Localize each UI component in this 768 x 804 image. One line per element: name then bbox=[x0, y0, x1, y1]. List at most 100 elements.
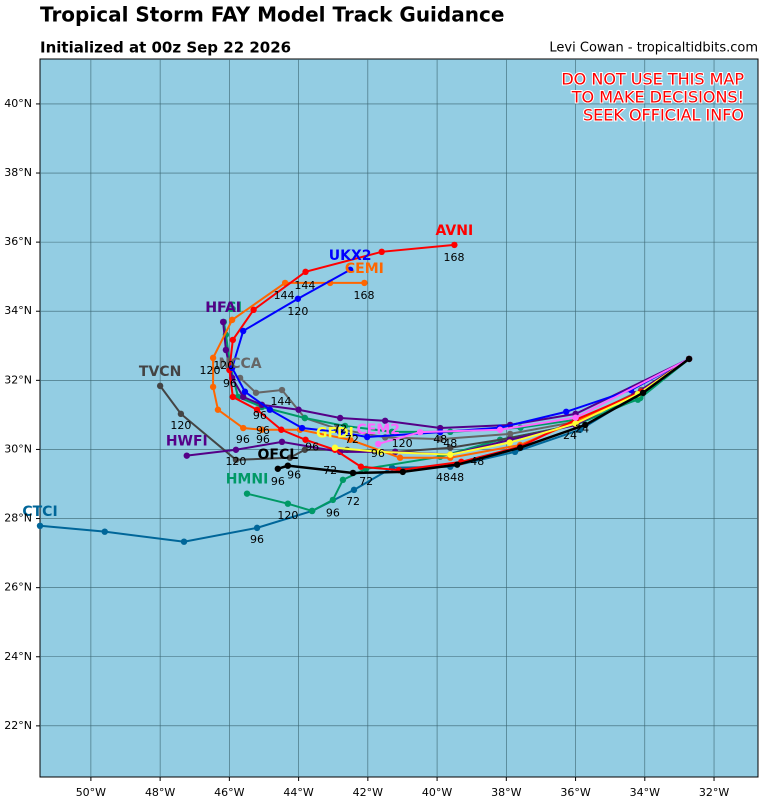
track-point bbox=[453, 461, 461, 468]
track-point bbox=[301, 414, 309, 422]
hour-label: 120 bbox=[392, 437, 413, 450]
credit: Levi Cowan - tropicaltidbits.com bbox=[549, 41, 758, 56]
track-line bbox=[231, 268, 690, 439]
track-point bbox=[639, 389, 647, 396]
track-point bbox=[496, 426, 504, 433]
hour-label: 48 bbox=[450, 471, 464, 484]
track-point bbox=[376, 448, 384, 456]
track-point bbox=[451, 241, 458, 249]
track-point bbox=[183, 452, 190, 459]
warning: SEEK OFFICIAL INFO bbox=[583, 106, 744, 125]
x-tick-label: 50°W bbox=[76, 786, 106, 799]
track-point bbox=[278, 386, 286, 394]
track-point bbox=[361, 279, 368, 287]
hour-label: 24 bbox=[575, 423, 589, 436]
track-point bbox=[209, 383, 217, 391]
hour-label: 72 bbox=[323, 464, 337, 477]
y-tick-label: 24°N bbox=[4, 650, 32, 663]
track-point bbox=[240, 393, 247, 401]
hour-label: 120 bbox=[225, 455, 246, 468]
track-point bbox=[180, 538, 188, 545]
hour-label: 96 bbox=[250, 533, 264, 546]
track-point bbox=[339, 476, 347, 484]
y-tick-label: 32°N bbox=[4, 373, 32, 386]
y-tick-label: 30°N bbox=[4, 442, 32, 455]
track-line bbox=[228, 243, 690, 472]
hour-label: 144 bbox=[274, 289, 295, 302]
title: Tropical Storm FAY Model Track Guidance bbox=[40, 3, 504, 27]
track-point bbox=[298, 424, 306, 432]
map-frame bbox=[39, 58, 759, 778]
track-point bbox=[295, 406, 302, 413]
x-tick-label: 48°W bbox=[145, 786, 175, 799]
track-point bbox=[156, 382, 164, 390]
track-label: UKX2 bbox=[329, 248, 372, 264]
track-point bbox=[36, 522, 44, 530]
hour-label: 48 bbox=[443, 437, 457, 450]
track-point bbox=[101, 528, 108, 535]
x-tick-label: 42°W bbox=[353, 786, 383, 799]
x-tick-label: 40°W bbox=[422, 786, 452, 799]
y-tick-label: 40°N bbox=[4, 97, 32, 110]
hour-label: 96 bbox=[256, 424, 270, 437]
track-point bbox=[447, 451, 454, 458]
track-point bbox=[240, 424, 247, 432]
y-tick-label: 34°N bbox=[4, 304, 32, 317]
track-point bbox=[416, 428, 424, 436]
track-point bbox=[336, 414, 344, 422]
hour-label: 96 bbox=[256, 433, 270, 446]
track-point bbox=[266, 406, 274, 413]
track-point bbox=[302, 268, 309, 276]
track-point bbox=[219, 318, 227, 326]
track-point bbox=[232, 446, 240, 453]
track-point bbox=[228, 316, 236, 324]
track-point bbox=[250, 306, 257, 314]
track-point bbox=[232, 456, 240, 464]
hour-label: 96 bbox=[371, 447, 385, 460]
track-point bbox=[563, 408, 570, 415]
track-point bbox=[572, 414, 579, 421]
hour-label: 144 bbox=[270, 395, 291, 408]
hour-label: 168 bbox=[444, 251, 465, 264]
hour-label: 168 bbox=[354, 289, 375, 302]
hour-label: 96 bbox=[326, 507, 340, 520]
subtitle: Initialized at 00z Sep 22 2026 bbox=[40, 39, 291, 57]
track-point bbox=[572, 420, 579, 427]
x-tick-label: 36°W bbox=[560, 786, 590, 799]
track-point bbox=[278, 426, 285, 433]
track-point bbox=[252, 389, 260, 396]
y-tick-label: 22°N bbox=[4, 719, 32, 732]
track-point bbox=[336, 428, 344, 436]
track-point bbox=[349, 469, 357, 477]
hour-label: 120 bbox=[199, 364, 220, 377]
x-tick-label: 34°W bbox=[630, 786, 660, 799]
track-label: TVCN bbox=[139, 364, 181, 380]
track-point bbox=[284, 500, 292, 507]
track-point bbox=[308, 507, 316, 515]
track-label: HMNI bbox=[226, 472, 269, 488]
track-point bbox=[241, 388, 249, 395]
track-point bbox=[381, 417, 389, 424]
track-point bbox=[346, 266, 354, 273]
track-point bbox=[685, 355, 693, 363]
hour-label: 96 bbox=[236, 433, 250, 446]
track-point bbox=[388, 428, 396, 436]
track-point bbox=[506, 439, 513, 446]
track-label: AVNI bbox=[436, 223, 474, 239]
x-tick-label: 44°W bbox=[283, 786, 313, 799]
y-tick-label: 26°N bbox=[4, 581, 32, 594]
hour-label: 72 bbox=[333, 423, 347, 436]
track-point bbox=[375, 440, 382, 448]
track-point bbox=[302, 436, 309, 443]
track-point bbox=[357, 463, 365, 470]
track-point bbox=[214, 406, 222, 413]
track-point bbox=[363, 433, 371, 441]
track-label: OFCL bbox=[257, 447, 298, 463]
track-point bbox=[378, 248, 385, 256]
hour-label: 120 bbox=[170, 419, 191, 432]
track-point bbox=[301, 446, 309, 453]
track-point bbox=[582, 421, 589, 429]
track-point bbox=[229, 336, 237, 344]
track-point bbox=[228, 364, 236, 372]
hour-label: 96 bbox=[223, 377, 237, 390]
